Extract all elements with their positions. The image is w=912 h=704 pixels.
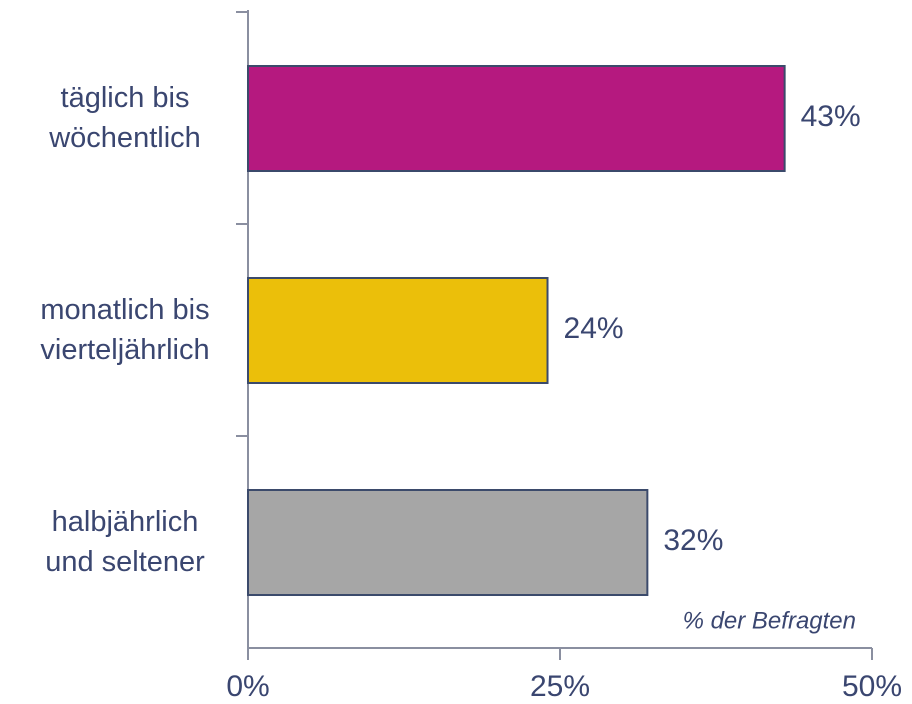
bar <box>247 489 649 596</box>
bar <box>247 65 786 172</box>
x-tick-label: 50% <box>842 670 902 703</box>
value-label: 43% <box>801 100 861 133</box>
category-label: täglich bis wöchentlich <box>49 82 201 154</box>
category-label: monatlich bis vierteljährlich <box>40 294 210 366</box>
x-tick-label: 0% <box>226 670 269 703</box>
x-axis-label: % der Befragten <box>683 607 856 634</box>
value-label: 24% <box>564 312 624 345</box>
value-label: 32% <box>663 524 723 557</box>
x-tick-label: 25% <box>530 670 590 703</box>
category-label: halbjährlich und seltener <box>45 506 205 578</box>
bar <box>247 277 549 384</box>
